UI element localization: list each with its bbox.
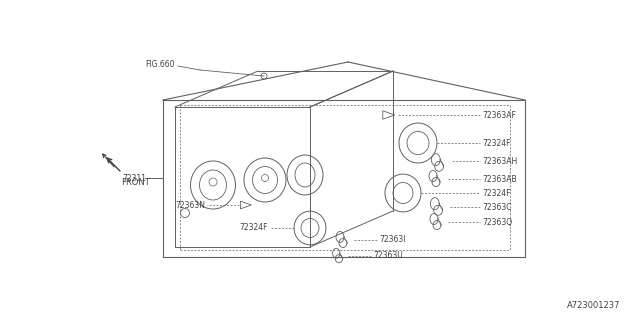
Text: A723001237: A723001237: [566, 301, 620, 310]
Text: 72363Q: 72363Q: [482, 218, 512, 227]
Text: 72363C: 72363C: [482, 203, 511, 212]
Text: FIG.660: FIG.660: [145, 60, 175, 68]
Text: 72324F: 72324F: [482, 188, 511, 197]
Text: 72363N: 72363N: [175, 201, 205, 210]
Text: 72363U: 72363U: [373, 252, 403, 260]
Text: 72363AF: 72363AF: [482, 110, 516, 119]
Text: 72311: 72311: [122, 173, 146, 182]
Text: 72363I: 72363I: [379, 236, 406, 244]
Text: 72324F: 72324F: [482, 139, 511, 148]
Text: 72363AB: 72363AB: [482, 174, 516, 183]
Text: FRONT: FRONT: [121, 178, 150, 187]
Text: 72324F: 72324F: [239, 223, 268, 233]
Text: 72363AH: 72363AH: [482, 156, 517, 165]
